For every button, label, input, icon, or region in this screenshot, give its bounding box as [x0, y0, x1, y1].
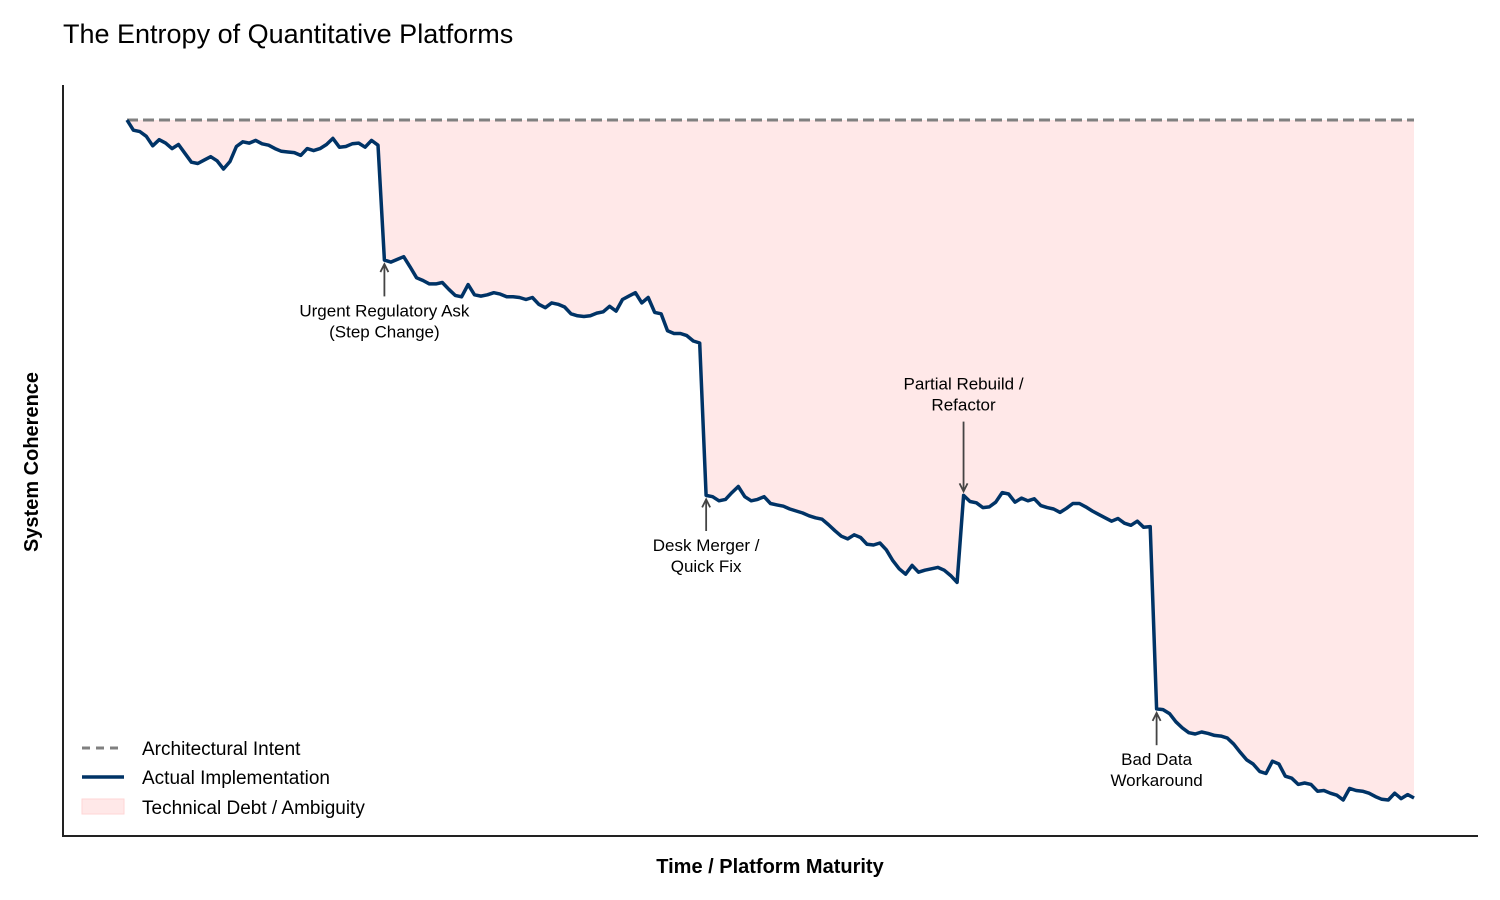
annotation-text: Bad Data: [1121, 750, 1192, 769]
arrowhead-icon: [958, 482, 969, 494]
actual-implementation-line: [125, 119, 1415, 802]
annotation-desk-merger: Desk Merger / Quick Fix: [653, 497, 760, 576]
annotations: Urgent Regulatory Ask (Step Change) Desk M…: [299, 262, 1203, 790]
legend-label-debt: Technical Debt / Ambiguity: [142, 798, 365, 819]
x-axis-label: Time / Platform Maturity: [656, 856, 884, 878]
arrowhead-icon: [379, 262, 390, 273]
annotation-regulatory: Urgent Regulatory Ask (Step Change): [299, 262, 470, 341]
annotation-text: Urgent Regulatory Ask: [299, 301, 470, 320]
legend-label-intent: Architectural Intent: [142, 739, 301, 760]
annotation-text: Desk Merger /: [653, 536, 760, 555]
technical-debt-fill: [127, 120, 1414, 800]
legend-fill-swatch-icon: [81, 798, 125, 815]
chart-title: The Entropy of Quantitative Platforms: [63, 19, 513, 49]
annotation-rebuild: Partial Rebuild / Refactor: [904, 375, 1024, 494]
y-axis-label: System Coherence: [21, 372, 43, 552]
annotation-text: Quick Fix: [671, 557, 742, 576]
legend: Architectural Intent Actual Implementati…: [81, 739, 365, 819]
arrowhead-icon: [701, 497, 711, 508]
legend-label-actual: Actual Implementation: [142, 768, 330, 789]
plot-area: Urgent Regulatory Ask (Step Change) Desk M…: [125, 118, 1415, 802]
annotation-bad-data: Bad Data Workaround: [1110, 710, 1203, 790]
annotation-text: (Step Change): [329, 322, 440, 341]
annotation-text: Partial Rebuild /: [904, 375, 1024, 394]
annotation-text: Workaround: [1110, 771, 1202, 790]
arrowhead-icon: [1151, 710, 1162, 722]
annotation-text: Refactor: [931, 396, 996, 415]
